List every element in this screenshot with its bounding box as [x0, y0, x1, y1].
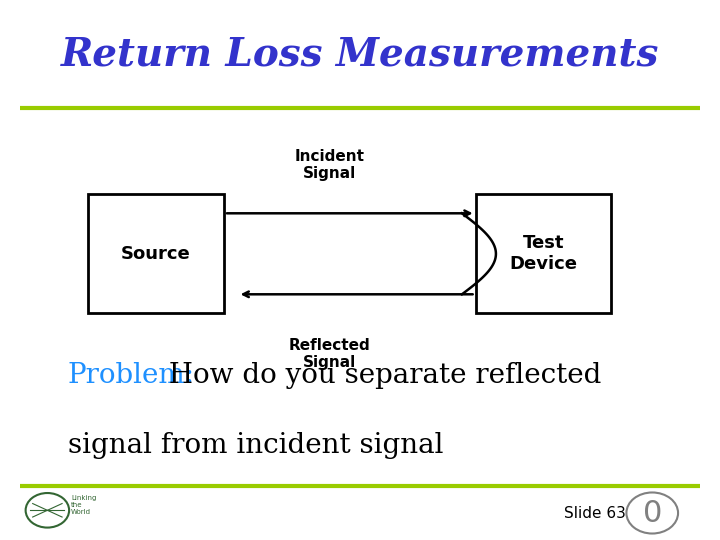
Text: Reflected
Signal: Reflected Signal: [289, 338, 370, 370]
Text: Source: Source: [121, 245, 191, 263]
Text: Return Loss Measurements: Return Loss Measurements: [60, 35, 660, 73]
Text: Slide 63: Slide 63: [564, 505, 626, 521]
Text: signal from incident signal: signal from incident signal: [68, 432, 444, 459]
Text: 0: 0: [642, 498, 662, 528]
Text: Test
Device: Test Device: [510, 234, 577, 273]
Text: Problem:: Problem:: [68, 362, 195, 389]
FancyBboxPatch shape: [88, 194, 224, 313]
Text: How do you separate reflected: How do you separate reflected: [160, 362, 601, 389]
FancyBboxPatch shape: [475, 194, 611, 313]
Text: Linking
the
World: Linking the World: [71, 495, 96, 515]
Text: Incident
Signal: Incident Signal: [294, 148, 364, 181]
